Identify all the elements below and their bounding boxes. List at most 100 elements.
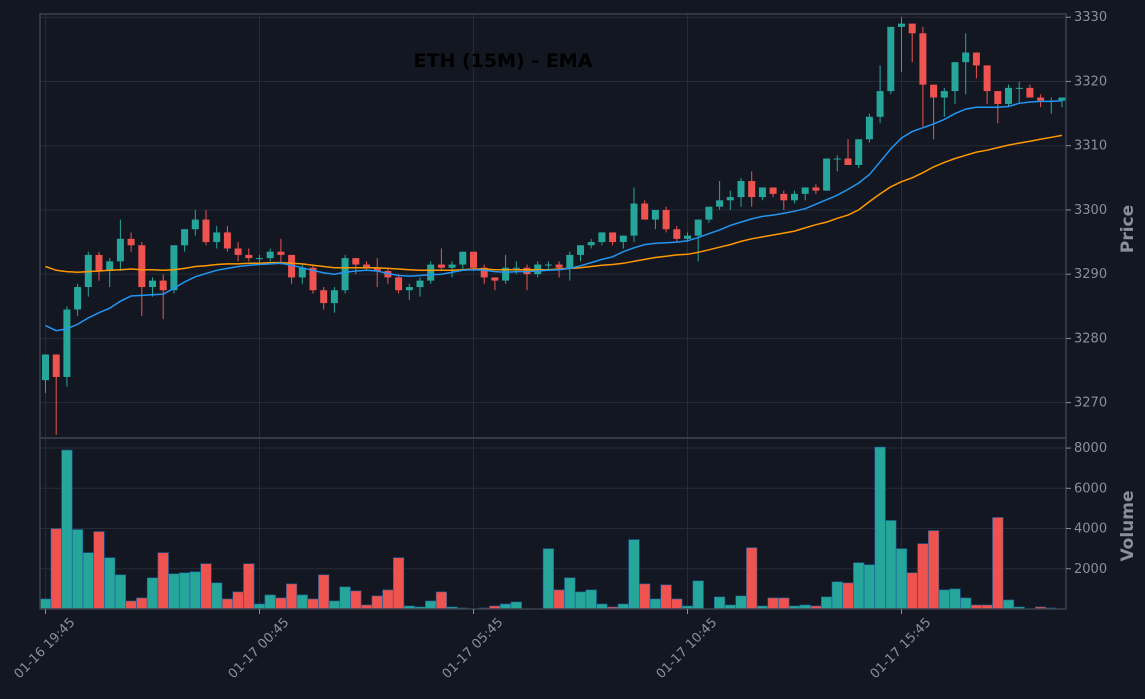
candle-body bbox=[630, 203, 638, 236]
volume-bar bbox=[307, 598, 319, 610]
candle-body bbox=[1037, 97, 1045, 101]
candle-body bbox=[662, 209, 670, 230]
volume-bar bbox=[114, 574, 126, 610]
volume-bar bbox=[949, 588, 961, 610]
candle-body bbox=[876, 91, 884, 117]
candle-body bbox=[470, 251, 477, 268]
candle-body bbox=[726, 197, 734, 201]
volume-bar bbox=[392, 557, 405, 610]
price-tick-label: 3280 bbox=[1074, 331, 1107, 346]
candle-body bbox=[330, 290, 338, 304]
candles bbox=[42, 17, 1066, 435]
candle-body bbox=[202, 219, 210, 243]
candle-body bbox=[587, 242, 595, 246]
candle-body bbox=[737, 181, 745, 198]
candle-body bbox=[320, 290, 328, 304]
volume-bar bbox=[82, 552, 94, 610]
volume-bar bbox=[992, 517, 1004, 610]
volume-bar bbox=[863, 564, 875, 610]
candle-body bbox=[373, 267, 381, 271]
candle-body bbox=[801, 187, 809, 194]
time-tick-label: 01-17 10:45 bbox=[654, 615, 721, 682]
volume-bar bbox=[885, 520, 897, 610]
candle-body bbox=[791, 193, 798, 201]
volume-bar bbox=[1002, 599, 1015, 610]
volume-bar bbox=[243, 563, 255, 610]
candle-body bbox=[577, 245, 584, 255]
candle-body bbox=[855, 139, 863, 165]
candle-body bbox=[887, 26, 895, 92]
candle-body bbox=[684, 235, 691, 239]
volume-bar bbox=[499, 603, 512, 610]
volume-bar bbox=[285, 583, 298, 610]
volume-bar bbox=[179, 572, 191, 610]
volume-bar bbox=[157, 552, 169, 610]
candle-body bbox=[448, 264, 456, 268]
candle-body bbox=[844, 158, 852, 165]
candle-body bbox=[416, 280, 424, 288]
candle-body bbox=[962, 52, 970, 63]
volume-bar bbox=[542, 548, 554, 610]
candle-body bbox=[395, 277, 403, 291]
candle-body bbox=[116, 238, 124, 262]
volume-bar bbox=[371, 595, 383, 610]
candle-body bbox=[52, 354, 60, 377]
candle-body bbox=[309, 267, 317, 291]
time-tick-label: 01-17 05:45 bbox=[440, 615, 507, 682]
candle-body bbox=[149, 280, 156, 288]
candle-body bbox=[908, 23, 916, 34]
candle-body bbox=[865, 116, 873, 140]
price-tick-label: 3310 bbox=[1074, 139, 1107, 154]
candle-body bbox=[544, 264, 552, 266]
volume-bar bbox=[350, 590, 362, 610]
candle-body bbox=[609, 232, 617, 243]
candle-body bbox=[170, 245, 178, 291]
volume-bar bbox=[660, 584, 672, 610]
candle-body bbox=[780, 193, 788, 201]
time-tick-label: 01-17 15:45 bbox=[868, 615, 935, 682]
price-axis-label: Price bbox=[1118, 205, 1138, 253]
candle-body bbox=[213, 232, 221, 243]
grid bbox=[40, 14, 1066, 609]
volume-bar bbox=[328, 600, 341, 610]
candle-body bbox=[63, 309, 71, 377]
volume-tick-label: 2000 bbox=[1074, 562, 1107, 577]
volume-bar bbox=[168, 573, 180, 610]
volume-bar bbox=[200, 563, 212, 610]
candle-body bbox=[459, 251, 467, 265]
candle-body bbox=[127, 238, 135, 246]
volume-bar bbox=[189, 571, 201, 610]
candle-body bbox=[1015, 87, 1023, 89]
volume-tick-label: 4000 bbox=[1074, 522, 1107, 537]
candle-body bbox=[181, 229, 189, 246]
price-tick-label: 3290 bbox=[1074, 267, 1107, 282]
volume-bar bbox=[831, 581, 843, 610]
chart-title: ETH (15M) - EMA bbox=[414, 50, 593, 72]
candle-body bbox=[138, 245, 146, 288]
volume-bar bbox=[917, 543, 929, 610]
candle-body bbox=[266, 251, 274, 259]
candle-body bbox=[1058, 97, 1066, 101]
candle-body bbox=[983, 65, 991, 92]
volume-bar bbox=[510, 601, 522, 610]
candle-body bbox=[512, 267, 520, 269]
volume-panel-frame bbox=[39, 437, 1067, 610]
volume-axis-label: Volume bbox=[1118, 490, 1138, 561]
ema-slow-line bbox=[45, 134, 1063, 274]
volume-bar bbox=[639, 583, 651, 610]
volume-bar bbox=[93, 531, 105, 610]
candle-body bbox=[919, 33, 927, 85]
candle-body bbox=[95, 254, 103, 271]
candle-body bbox=[994, 91, 1002, 104]
volume-bar bbox=[960, 597, 972, 610]
candle-body bbox=[555, 264, 563, 268]
candle-body bbox=[823, 158, 831, 191]
price-tick-label: 3270 bbox=[1074, 396, 1107, 411]
volume-bar bbox=[50, 528, 62, 610]
candle-body bbox=[298, 267, 306, 278]
candle-body bbox=[437, 264, 445, 268]
volume-bar bbox=[596, 603, 608, 610]
volume-bar bbox=[61, 449, 73, 610]
candle-body bbox=[234, 248, 242, 255]
